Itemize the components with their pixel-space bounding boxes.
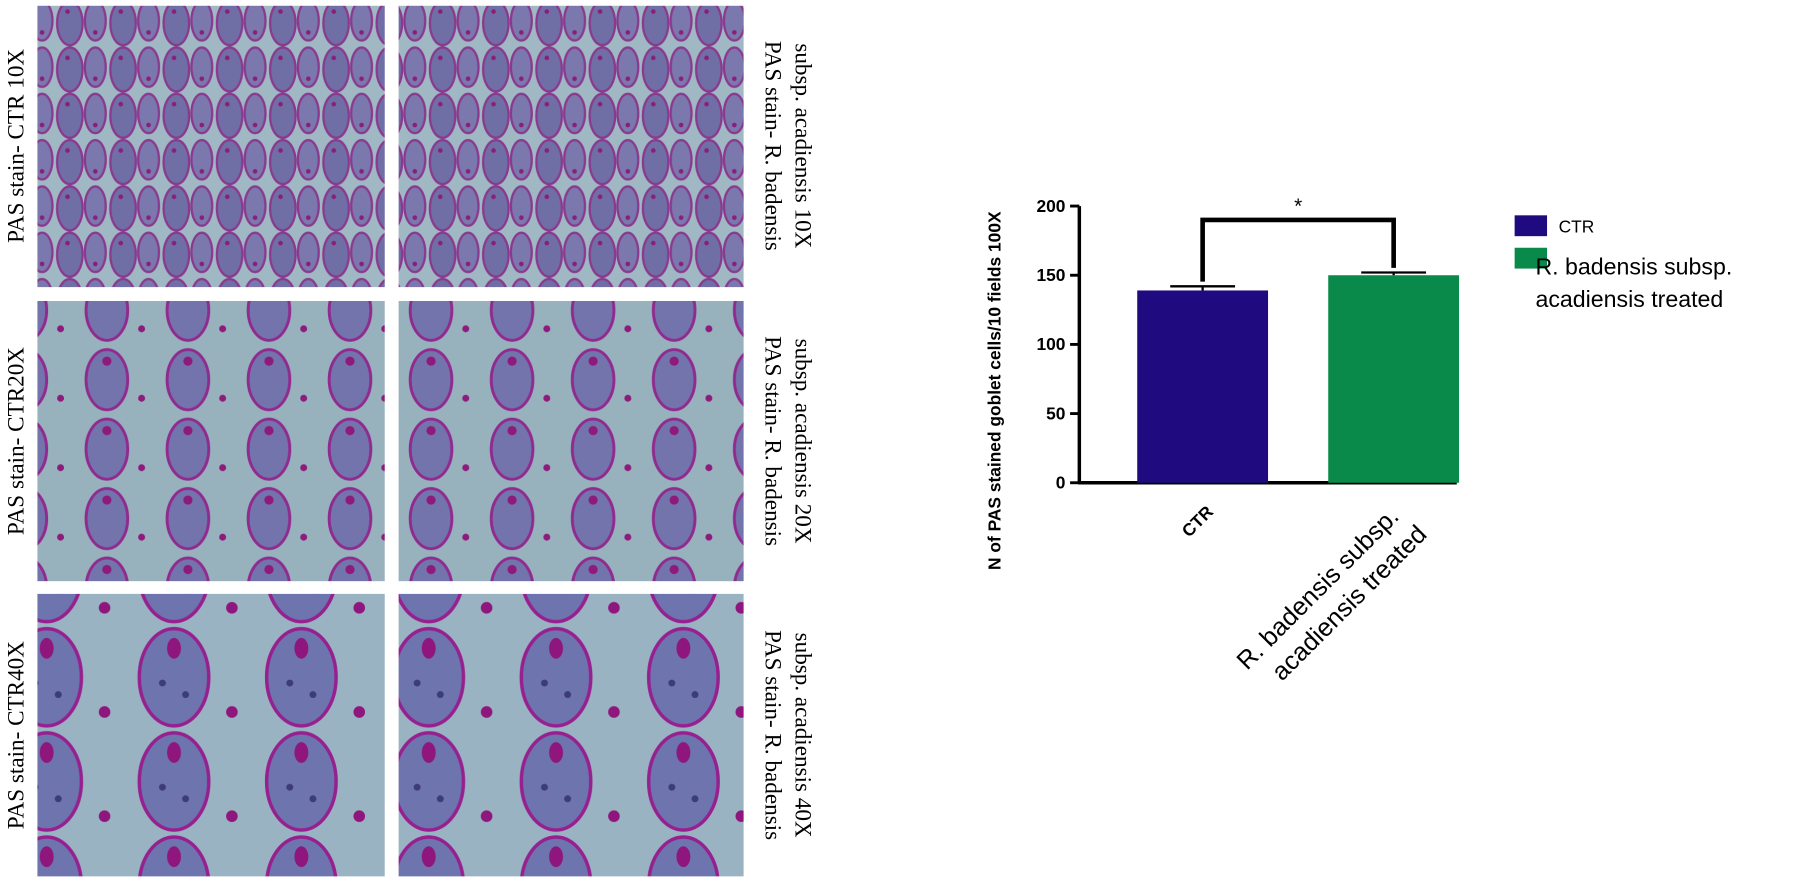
panel-label: PAS stain- CTR20X: [4, 347, 30, 535]
y-axis-label: N of PAS stained goblet cells/10 fields …: [985, 211, 1005, 570]
panel-label: PAS stain- CTR40X: [4, 641, 30, 829]
micrographs: [37, 5, 744, 877]
micrograph: [37, 5, 385, 288]
legend-swatch: [1514, 215, 1548, 237]
bar: [1328, 275, 1460, 483]
panel-label: PAS stain- CTR 10X: [4, 49, 30, 243]
micrograph: [398, 593, 744, 877]
panel-label: PAS stain- R. badensis: [760, 336, 786, 546]
micrograph: [37, 593, 385, 877]
significance-label: *: [1294, 195, 1302, 218]
y-tick-label: 200: [1036, 196, 1065, 216]
panel-label: subsp. acadiensis 20X: [790, 339, 816, 544]
micrograph: [398, 300, 744, 582]
panel-label: PAS stain- R. badensis: [760, 41, 786, 251]
y-tick-label: 150: [1036, 265, 1065, 285]
legend-swatch: [1514, 247, 1548, 269]
y-tick-label: 50: [1046, 403, 1065, 423]
y-tick-label: 100: [1036, 334, 1065, 354]
x-tick-label: CTR: [1178, 501, 1218, 541]
y-tick-label: 0: [1056, 473, 1066, 493]
x-tick-label: R. badensis subsp. acadiensis treated: [1232, 497, 1433, 698]
legend-label: R. badensis subsp. acadiensis treated: [1535, 253, 1738, 311]
legend-label: CTR: [1559, 217, 1595, 237]
bar: [1137, 290, 1269, 483]
panel-label: subsp. acadiensis 40X: [790, 633, 816, 838]
micrograph: [398, 5, 744, 288]
micrograph: [37, 300, 385, 582]
significance-bracket: [1200, 217, 1396, 282]
panel-label: subsp. acadiensis 10X: [790, 43, 816, 248]
panel-label: PAS stain- R. badensis: [760, 630, 786, 840]
